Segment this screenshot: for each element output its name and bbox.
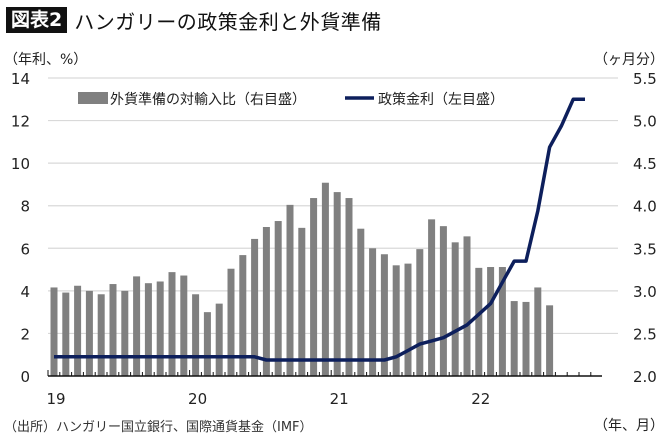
left-tick-label: 4 [20, 283, 30, 301]
reserve-bar [380, 254, 388, 376]
right-tick-label: 3.5 [633, 240, 657, 258]
reserve-bar [510, 301, 518, 376]
figure-badge: 図表2 [6, 7, 68, 33]
reserve-bar [251, 238, 259, 376]
reserve-bar [50, 287, 58, 376]
title-text: ハンガリーの政策金利と外貨準備 [74, 9, 382, 34]
reserve-bar [156, 281, 164, 376]
left-tick-label: 10 [11, 155, 30, 173]
reserve-bar [546, 305, 554, 376]
reserve-bar [451, 242, 459, 376]
reserve-bar [180, 275, 188, 376]
reserve-bar [133, 276, 141, 376]
right-tick-label: 2.0 [633, 368, 657, 386]
x-tick-label: 20 [188, 390, 207, 408]
right-tick-label: 3.0 [633, 283, 657, 301]
reserve-bar [227, 268, 235, 376]
reserve-bar [404, 263, 412, 376]
reserve-bar [392, 265, 400, 376]
legend-bar-label: 外貨準備の対輸入比（右目盛） [110, 91, 306, 108]
left-tick-label: 8 [20, 198, 30, 216]
reserve-bar [274, 221, 282, 376]
x-tick-label: 21 [330, 390, 349, 408]
reserve-bar [333, 192, 341, 376]
x-tick-label: 19 [46, 390, 65, 408]
left-tick-label: 6 [20, 240, 30, 258]
x-axis-unit: （年、月） [594, 418, 664, 434]
legend-bar-swatch [78, 92, 108, 104]
reserve-bar [144, 283, 152, 376]
reserve-bar [522, 301, 530, 376]
reserve-bar [286, 204, 294, 376]
right-tick-label: 4.5 [633, 155, 657, 173]
reserve-bar [310, 198, 318, 376]
reserve-bar [74, 285, 82, 376]
right-tick-label: 5.0 [633, 113, 657, 131]
reserve-bar [121, 290, 129, 376]
reserve-bar [345, 198, 353, 376]
x-tick-label: 22 [471, 390, 490, 408]
reserve-bar [439, 226, 447, 376]
left-axis-unit: （年利、%） [4, 52, 88, 68]
reserve-bar [168, 272, 176, 376]
reserve-bar [428, 219, 436, 376]
reserve-bar [203, 312, 211, 376]
reserve-bar [498, 267, 506, 376]
reserve-bar [357, 228, 365, 376]
reserve-bar [463, 236, 471, 376]
left-tick-label: 0 [20, 368, 30, 386]
left-tick-label: 14 [11, 70, 30, 88]
right-tick-label: 4.0 [633, 198, 657, 216]
left-tick-label: 12 [11, 113, 30, 131]
reserve-bar [109, 284, 117, 376]
source-note: （出所）ハンガリー国立銀行、国際通貨基金（IMF） [4, 420, 313, 435]
policy-rate-line [54, 97, 585, 362]
reserve-bar [534, 287, 542, 376]
reserve-bar [369, 248, 377, 376]
reserve-bar [192, 294, 200, 376]
reserve-bar [215, 303, 223, 376]
reserve-bar [298, 227, 306, 376]
chart-title: 図表2 ハンガリーの政策金利と外貨準備 [6, 6, 382, 34]
right-axis-unit: （ヶ月分） [594, 52, 664, 68]
right-tick-label: 2.5 [633, 325, 657, 343]
left-tick-label: 2 [20, 325, 30, 343]
reserve-bar [487, 267, 495, 376]
reserve-bar [62, 292, 70, 376]
reserve-bar [416, 249, 424, 376]
reserve-bar [321, 182, 329, 376]
legend-line-label: 政策金利（左目盛） [378, 91, 504, 108]
reserve-bar [85, 290, 93, 376]
reserve-bar [97, 294, 105, 376]
reserve-bar [262, 227, 270, 376]
right-tick-label: 5.5 [633, 70, 657, 88]
reserve-bar [475, 267, 483, 376]
reserve-bar [239, 255, 247, 376]
